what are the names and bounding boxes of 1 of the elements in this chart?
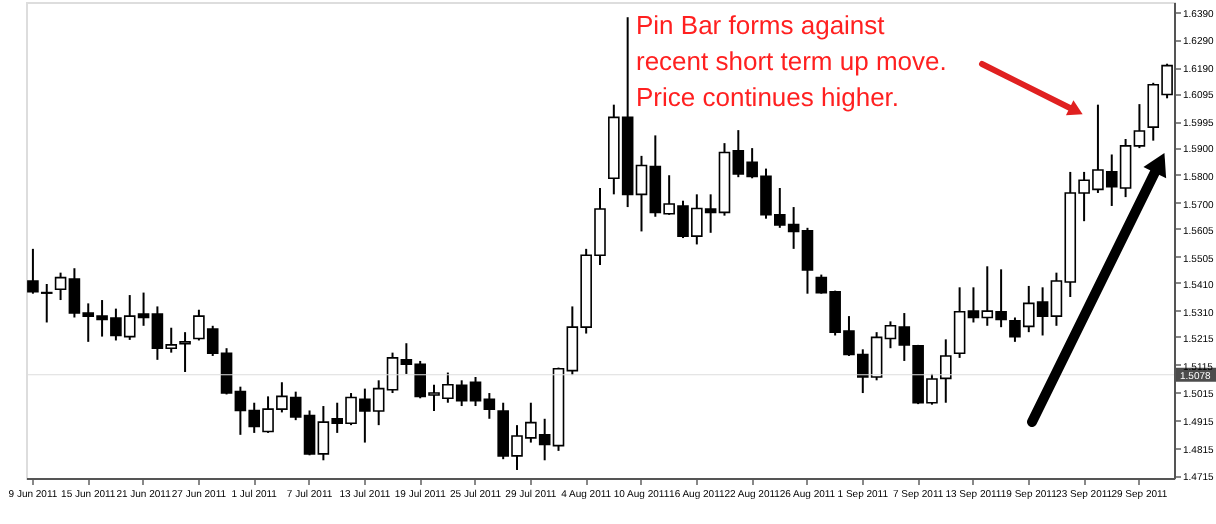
annotation: Pin Bar forms against recent short term up move. Price continues higher.	[636, 10, 947, 112]
